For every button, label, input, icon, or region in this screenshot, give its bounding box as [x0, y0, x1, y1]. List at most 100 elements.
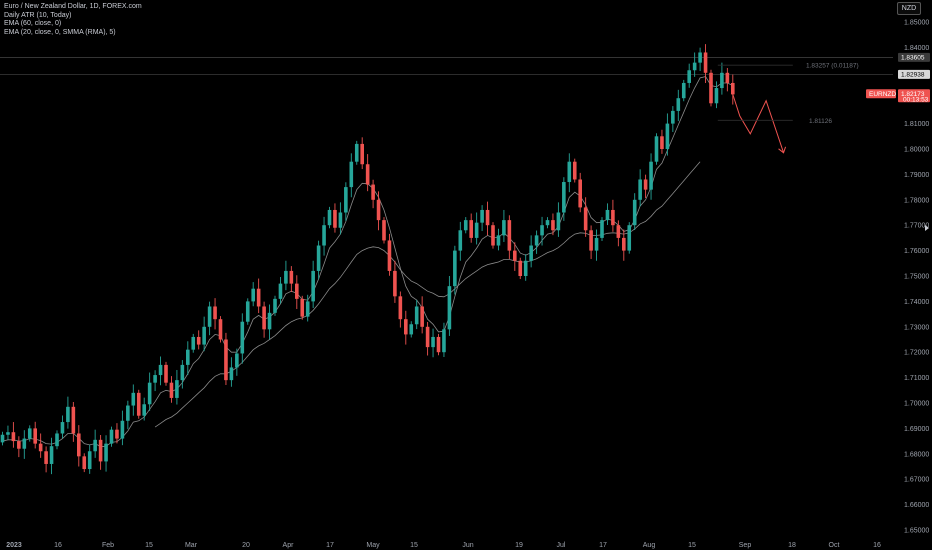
price-tag [898, 69, 930, 79]
candles [0, 44, 735, 475]
candle-body [153, 375, 157, 383]
candle-body [82, 456, 87, 470]
candle-body [442, 329, 446, 353]
candle-body [605, 209, 610, 221]
candle-body [611, 209, 615, 226]
candle-body [213, 306, 217, 320]
candle-body [126, 405, 130, 421]
horizontal-lines [0, 57, 893, 75]
candle-body [376, 199, 381, 221]
x-tick-label: 18 [788, 542, 796, 549]
candle-body [638, 179, 642, 200]
candle-body [365, 164, 370, 185]
y-tick-label: 1.84000 [904, 45, 929, 52]
cursor-arrow-icon [925, 225, 929, 231]
candle-body [0, 434, 5, 443]
candle-body [284, 270, 288, 284]
candle-body [676, 98, 681, 111]
candle-body [649, 161, 653, 190]
ma-line [154, 161, 701, 428]
y-tick-label: 1.75000 [904, 274, 929, 281]
chart-legend: Euro / New Zealand Dollar, 1D, FOREX.com… [4, 3, 142, 37]
candle-body [562, 182, 566, 213]
candle-body [463, 220, 468, 231]
candle-body [66, 406, 70, 423]
candle-body [436, 336, 441, 353]
y-tick-label: 1.67000 [904, 477, 929, 484]
y-tick-label: 1.68000 [904, 451, 929, 458]
candle-body [262, 306, 266, 330]
candle-body [692, 62, 697, 71]
candle-body [175, 380, 179, 398]
projection-line [732, 94, 785, 153]
candle-body [687, 70, 691, 83]
candle-body [202, 326, 206, 345]
y-tick-label: 1.66000 [904, 502, 929, 509]
candle-body [316, 245, 321, 271]
candle-body [344, 187, 348, 213]
candle-body [6, 432, 10, 435]
candle-body [251, 288, 255, 302]
candle-body [349, 161, 354, 188]
candle-body [44, 451, 48, 464]
y-tick-label: 1.71000 [904, 375, 929, 382]
candle-body [622, 237, 626, 251]
y-tick-label: 1.70000 [904, 401, 929, 408]
candle-body [289, 270, 294, 284]
candle-body [572, 161, 577, 180]
y-tick-label: 1.79000 [904, 172, 929, 179]
legend-ema2: EMA (20, close, 0, SMMA (RMA), 5) [4, 28, 116, 36]
y-tick-label: 1.69000 [904, 426, 929, 433]
candle-body [22, 438, 27, 449]
candle-body [136, 392, 141, 416]
candle-body [540, 225, 544, 236]
candle-body [191, 336, 196, 350]
candle-body [447, 286, 452, 330]
candle-body [120, 420, 125, 439]
candle-body [496, 235, 501, 246]
candle-body [431, 336, 435, 348]
ma-line [2, 76, 733, 448]
y-tick-label: 1.73000 [904, 324, 929, 331]
candle-body [698, 52, 702, 63]
candle-body [109, 429, 114, 444]
x-tick-label: Apr [283, 542, 295, 549]
candle-body [725, 72, 730, 83]
y-tick-label: 1.76000 [904, 248, 929, 255]
candle-body [115, 429, 119, 439]
legend-atr: Daily ATR (10, Today) [4, 11, 72, 19]
x-tick-label: 16 [873, 542, 881, 549]
candle-body [731, 82, 735, 95]
candle-body [17, 441, 21, 449]
candle-body [480, 209, 484, 223]
candle-body [632, 199, 637, 226]
candle-body [196, 336, 201, 345]
legend-ema: EMA (60, close, 0) [4, 20, 62, 28]
candle-body [218, 319, 223, 340]
moving-averages [2, 76, 733, 448]
candle-body [300, 298, 305, 317]
candle-body [404, 319, 408, 335]
candle-body [278, 283, 283, 299]
candle-body [556, 212, 561, 231]
candle-body [714, 88, 719, 104]
candle-body [322, 225, 326, 246]
candle-body [104, 443, 108, 462]
candle-body [414, 306, 419, 325]
candle-body [158, 364, 163, 376]
candle-body [529, 245, 533, 261]
candle-body [627, 225, 632, 251]
currency-selector[interactable]: NZD [897, 2, 921, 15]
y-tick-label: 1.80000 [904, 147, 929, 154]
candle-body [245, 301, 250, 322]
candle-body [703, 52, 708, 73]
x-tick-label: Feb [102, 542, 114, 549]
price-tag-label: 1.82173 [901, 91, 925, 98]
candle-body [38, 443, 43, 452]
candle-body [420, 306, 424, 327]
candle-body [409, 324, 414, 335]
candle-body [458, 230, 463, 251]
candle-body [93, 439, 97, 452]
